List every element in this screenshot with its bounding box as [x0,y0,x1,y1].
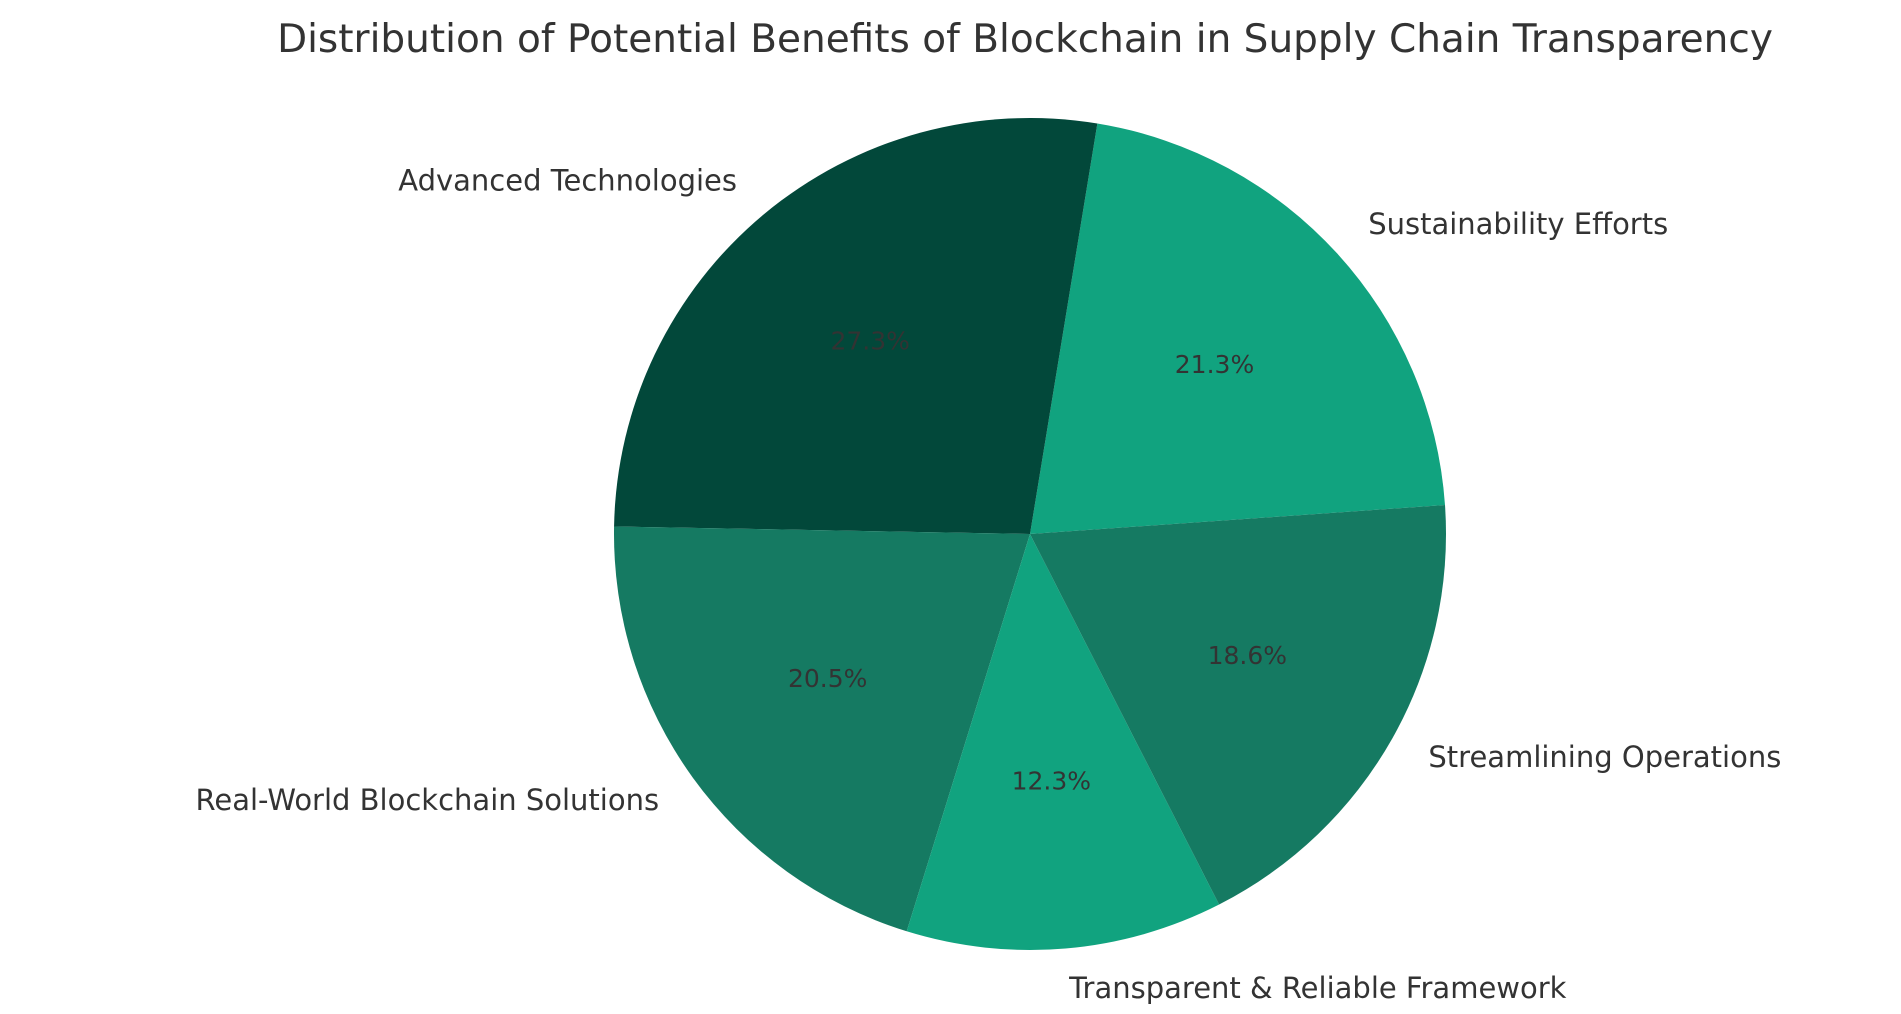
slice-label-real-world-blockchain-solutions: Real-World Blockchain Solutions [196,783,660,817]
chart-title: Distribution of Potential Benefits of Bl… [277,17,1773,62]
slice-label-streamlining-operations: Streamlining Operations [1428,740,1781,774]
percent-label-transparent-reliable-framework: 12.3% [1012,767,1091,796]
pie-slices [614,117,1447,951]
percent-label-advanced-technologies: 27.3% [830,326,909,355]
percent-labels: 21.3% 27.3% 20.5% 12.3% 18.6% [788,326,1287,795]
pie-slice-streamlining-operations [1030,504,1447,905]
pie-slice-real-world-blockchain-solutions [614,526,1030,932]
slice-label-transparent-reliable-framework: Transparent & Reliable Framework [1068,971,1567,1005]
percent-label-streamlining-operations: 18.6% [1208,641,1287,670]
percent-label-sustainability-efforts: 21.3% [1175,350,1254,379]
slice-labels: Sustainability Efforts Advanced Technolog… [196,164,1782,1005]
pie-slice-advanced-technologies [614,117,1098,535]
slice-label-sustainability-efforts: Sustainability Efforts [1368,207,1668,241]
pie-slice-sustainability-efforts [1030,123,1445,535]
percent-label-real-world-blockchain-solutions: 20.5% [788,664,867,693]
slice-label-advanced-technologies: Advanced Technologies [398,164,737,198]
pie-slice-transparent-reliable-framework [906,534,1220,951]
